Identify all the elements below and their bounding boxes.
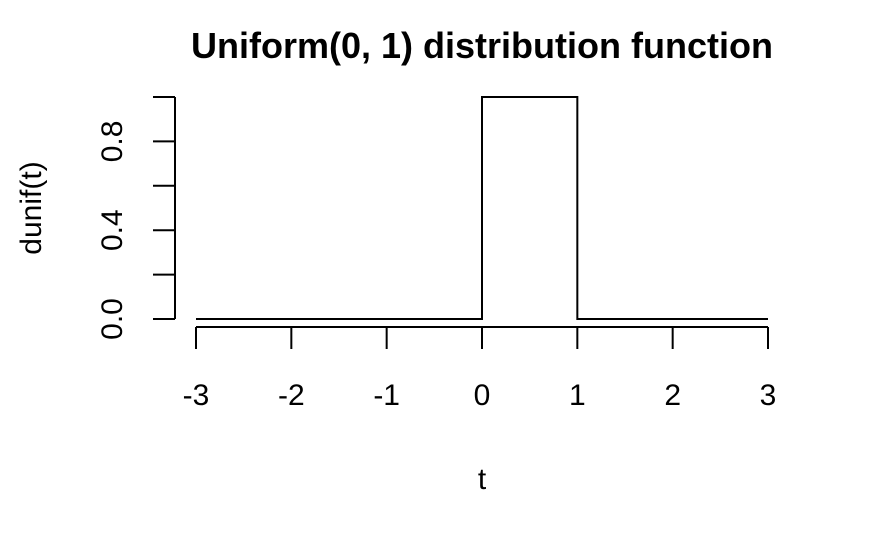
plot-area: -3 -2 -1 0 1 2 3 0.0 0.4 0.8 — [96, 96, 777, 412]
density-line — [196, 96, 768, 320]
x-tick-label: -1 — [373, 379, 400, 412]
chart-title: Uniform(0, 1) distribution function — [191, 25, 773, 66]
x-axis-label: t — [478, 463, 487, 496]
x-tick-label: -3 — [183, 379, 210, 412]
x-tick-label: 1 — [569, 379, 586, 412]
y-axis-label: dunif(t) — [15, 161, 48, 254]
x-tick-label: 3 — [760, 379, 777, 412]
y-tick-label: 0.4 — [96, 209, 129, 251]
x-tick-label: 2 — [664, 379, 681, 412]
y-tick-label: 0.0 — [96, 298, 129, 340]
x-tick-label: -2 — [278, 379, 305, 412]
y-tick-label: 0.8 — [96, 121, 129, 163]
x-tick-label: 0 — [474, 379, 491, 412]
